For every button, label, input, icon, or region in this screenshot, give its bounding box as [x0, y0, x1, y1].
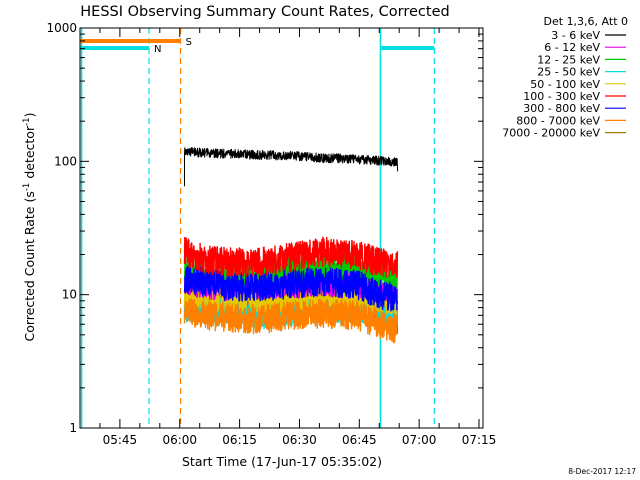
legend-entry-label: 300 - 800 keV — [523, 102, 600, 115]
x-tick-label: 07:00 — [402, 433, 437, 447]
series-line-0 — [184, 147, 399, 187]
legend-header: Det 1,3,6, Att 0 — [544, 15, 628, 28]
legend-entry-label: 6 - 12 keV — [544, 41, 600, 54]
x-tick-label: 06:15 — [222, 433, 257, 447]
legend-entry-label: 800 - 7000 keV — [516, 114, 600, 127]
footer-date: 8-Dec-2017 12:17 — [568, 467, 636, 476]
axes: 1 10 100 1000 05:45 06:00 06:15 06:30 06:45 07:00… — [46, 21, 496, 447]
y-tick-label: 100 — [54, 154, 77, 168]
legend-entry-label: 12 - 25 keV — [537, 53, 600, 66]
chart-title: HESSI Observing Summary Count Rates, Cor… — [80, 4, 449, 20]
legend-entry-label: 3 - 6 keV — [551, 29, 600, 42]
flag-n-label: N — [154, 44, 161, 55]
y-tick-label: 10 — [62, 288, 77, 302]
series-layer — [183, 147, 399, 344]
status-flags: NS — [80, 28, 435, 428]
legend-entry-label: 25 - 50 keV — [537, 66, 600, 79]
legend-entry-label: 50 - 100 keV — [530, 78, 600, 91]
plot-frame — [79, 27, 484, 429]
x-tick-label: 07:15 — [462, 433, 497, 447]
x-tick-label: 06:00 — [162, 433, 197, 447]
x-axis-label: Start Time (17-Jun-17 05:35:02) — [182, 454, 382, 469]
legend-entry-label: 7000 - 20000 keV — [502, 127, 600, 140]
y-tick-label: 1000 — [46, 21, 77, 35]
series-line-7 — [183, 298, 398, 344]
legend-entry-label: 100 - 300 keV — [523, 90, 600, 103]
x-tick-label: 06:30 — [282, 433, 317, 447]
series-line-5 — [183, 236, 399, 278]
y-axis-label: Corrected Count Rate (s-1 detector-1) — [22, 113, 37, 342]
series-line-6 — [183, 265, 399, 312]
x-tick-label: 06:45 — [342, 433, 377, 447]
flag-s-label: S — [186, 37, 192, 48]
y-tick-label: 1 — [69, 421, 77, 435]
x-tick-label: 05:45 — [103, 433, 138, 447]
